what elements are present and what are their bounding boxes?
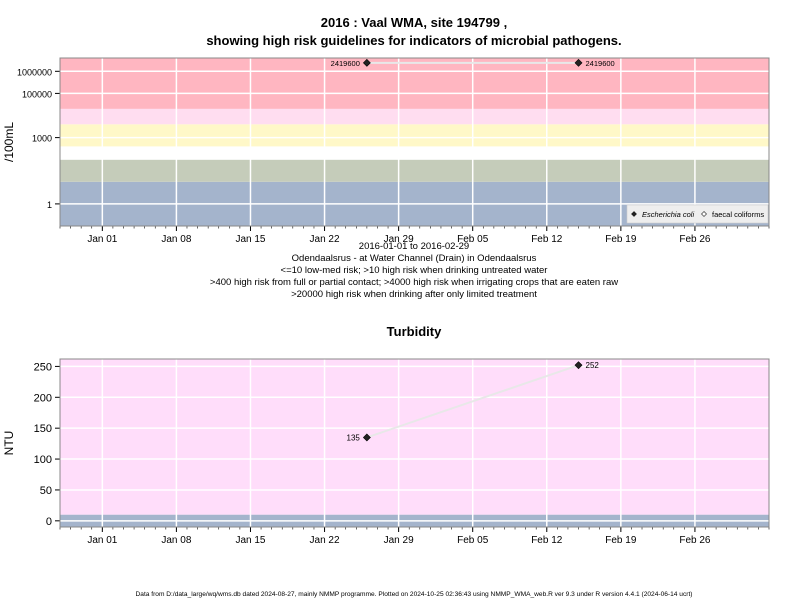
x-tick-label: Feb 05 (457, 234, 489, 245)
risk-band-4 (60, 124, 769, 147)
y-tick-label: 1000000 (17, 67, 52, 77)
data-label: 135 (347, 433, 361, 442)
x-tick-label: Jan 29 (384, 535, 414, 546)
y-tick-label: 1 (47, 200, 52, 210)
risk-band-6 (60, 58, 769, 109)
x-tick-label: Feb 19 (605, 535, 637, 546)
x-tick-label: Jan 15 (235, 234, 265, 245)
plot-frame (59, 358, 770, 528)
footer-note: Data from D:/data_large/wq/wms.db dated … (136, 591, 693, 598)
x-tick-label: Feb 26 (679, 535, 711, 546)
x-tick-label: Jan 08 (161, 234, 191, 245)
annotation-site: Odendaalsrus - at Water Channel (Drain) … (292, 253, 537, 264)
y-tick-label: 0 (46, 516, 52, 528)
microbial-panel: Jan 01 Jan 08 Jan 15 Jan 22 Jan 29 Feb 05 Feb … (2, 57, 770, 245)
x-tick-label: Feb 05 (457, 535, 489, 546)
microbial-annotations: 2016-01-01 to 2016-02-29 Odendaalsrus - … (210, 241, 618, 300)
x-tick-label: Jan 01 (87, 234, 117, 245)
y-tick-label: 200 (34, 392, 52, 404)
series-line (366, 364, 579, 439)
legend-entry: faecal coliforms (712, 210, 764, 219)
data-label: 2419600 (586, 59, 615, 68)
y-tick-label: 250 (34, 361, 52, 373)
x-tick-label: Feb 26 (679, 234, 711, 245)
x-tick-label: Jan 22 (310, 234, 340, 245)
data-label: 252 (586, 361, 600, 370)
y-tick-label: 100 (34, 454, 52, 466)
y-tick-label: 1000 (32, 134, 52, 144)
annotation-guideline-10: <=10 low-med risk; >10 high risk when dr… (281, 265, 548, 276)
x-tick-label: Jan 29 (384, 234, 414, 245)
x-tick-label: Feb 19 (605, 234, 637, 245)
data-point (574, 58, 583, 67)
y-axis-label: NTU (2, 431, 16, 456)
chart-title-line2: showing high risk guidelines for indicat… (206, 33, 621, 48)
legend-marker (701, 211, 707, 217)
annotation-date-range: 2016-01-01 to 2016-02-29 (359, 241, 469, 252)
y-tick-label: 50 (40, 485, 52, 497)
turbidity-title: Turbidity (387, 324, 442, 339)
risk-band-2 (60, 359, 769, 515)
y-tick-label: 150 (34, 423, 52, 435)
annotation-guideline-20000: >20000 high risk when drinking after onl… (291, 289, 537, 300)
risk-band-5 (60, 108, 769, 125)
data-point (362, 58, 371, 67)
x-tick-label: Jan 01 (87, 535, 117, 546)
annotation-guideline-400: >400 high risk from full or partial cont… (210, 277, 618, 288)
risk-band-2 (60, 159, 769, 182)
data-label: 2419600 (331, 59, 360, 68)
y-axis-label: /100mL (2, 122, 16, 162)
x-tick-label: Jan 15 (235, 535, 265, 546)
plot-frame (59, 57, 770, 227)
x-tick-label: Jan 22 (310, 535, 340, 546)
x-tick-label: Feb 12 (531, 234, 563, 245)
y-tick-label: 100000 (22, 89, 52, 99)
x-tick-label: Feb 12 (531, 535, 563, 546)
data-point (362, 433, 371, 442)
legend-box (626, 204, 769, 224)
risk-band-3 (60, 146, 769, 160)
data-point (574, 361, 583, 370)
x-tick-label: Jan 08 (161, 535, 191, 546)
chart-title-line1: 2016 : Vaal WMA, site 194799 , (321, 15, 507, 30)
turbidity-panel: Jan 01 Jan 08 Jan 15 Jan 22 Jan 29 Feb 05 Feb … (2, 358, 770, 546)
legend-entry: Escherichia coli (642, 210, 694, 219)
legend-marker (631, 211, 637, 217)
